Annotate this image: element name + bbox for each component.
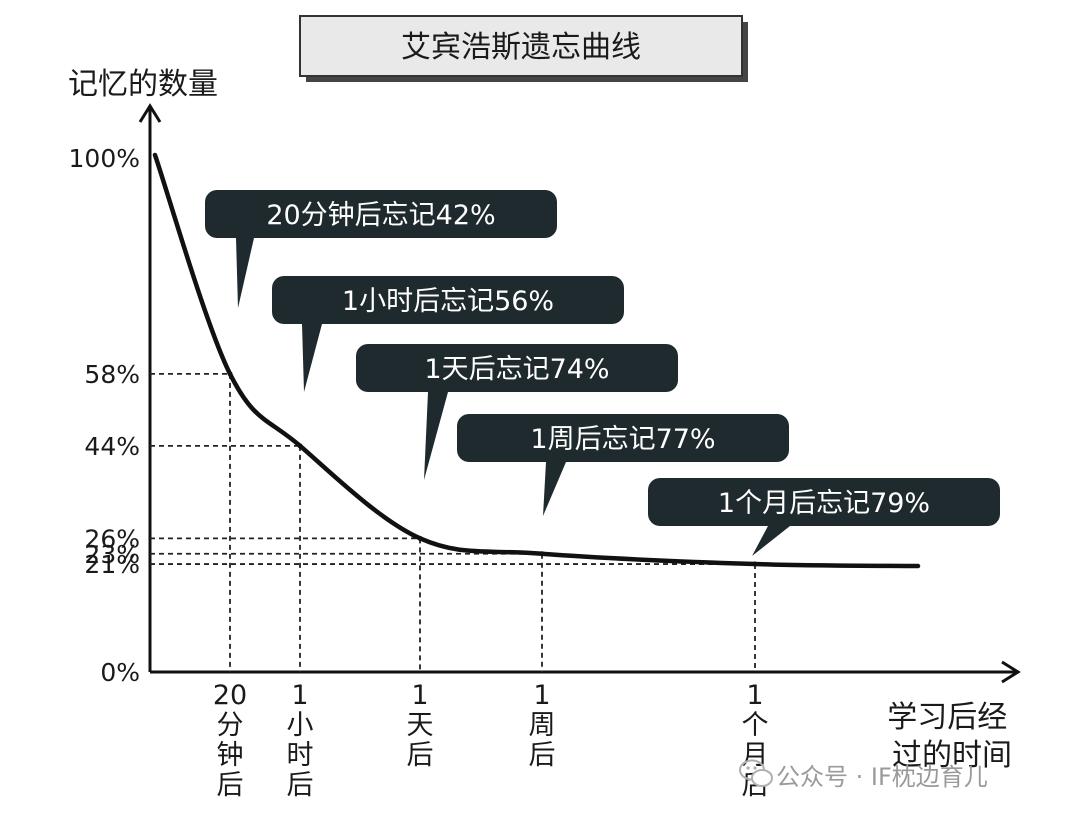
annotation-bubble: 20分钟后忘记42% [205, 190, 557, 308]
x-tick-label: 20 分钟后 [213, 680, 247, 801]
bubble-pointer [752, 526, 790, 556]
bubble-label: 1个月后忘记79% [718, 488, 930, 519]
annotation-bubble: 1个月后忘记79% [648, 478, 1000, 556]
wechat-icon [739, 759, 773, 787]
x-tick-label-line: 个 [742, 710, 769, 741]
y-axis-label: 记忆的数量 [68, 67, 218, 102]
x-tick-label-line: 分 [217, 710, 244, 741]
bubble-box [205, 190, 557, 238]
bubble-box [457, 414, 789, 462]
y-tick-label: 26% [84, 524, 140, 553]
x-tick-label-line: 周 [529, 710, 556, 741]
annotation-bubble: 1小时后忘记56% [272, 276, 624, 392]
x-tick-label-line: 后 [217, 770, 244, 801]
bubble-label: 1周后忘记77% [530, 424, 715, 455]
bubble-label: 20分钟后忘记42% [266, 200, 495, 231]
x-axis-arrow [1001, 660, 1021, 684]
bubble-pointer [424, 392, 448, 480]
x-axis-label: 学习后经 过的时间 [887, 700, 1017, 773]
y-tick-label: 44% [84, 432, 140, 461]
y-tick-label: 0% [100, 658, 140, 687]
guide-lines [150, 372, 756, 672]
annotation-bubble: 1天后忘记74% [356, 344, 678, 480]
y-tick-label: 100% [69, 144, 140, 173]
x-tick-label: 1 个月后 [742, 680, 769, 801]
x-tick-label-line: 时 [287, 740, 314, 771]
y-tick-label: 58% [84, 360, 140, 389]
x-axis-label-line-1: 学习后经 [887, 700, 1007, 735]
chart-title: 艾宾浩斯遗忘曲线 [401, 30, 641, 65]
bubble-box [648, 478, 1000, 526]
x-tick-label-line: 月 [742, 740, 769, 771]
annotation-bubble: 1周后忘记77% [457, 414, 789, 516]
chart-title-box: 艾宾浩斯遗忘曲线 [299, 15, 748, 82]
x-axis-label-line-2: 过的时间 [892, 738, 1012, 773]
bubble-label: 1天后忘记74% [424, 354, 609, 385]
x-tick-label-line: 天 [407, 710, 434, 741]
x-tick-label-line: 1 [291, 680, 308, 711]
bubble-pointer [543, 462, 566, 516]
watermark-text: 公众号 · IF枕边育儿 [776, 763, 988, 791]
y-tick-label: 23% [84, 540, 140, 569]
bubble-label: 1小时后忘记56% [342, 286, 554, 317]
x-tick-label-line: 后 [287, 770, 314, 801]
x-tick-label: 1 小时后 [287, 680, 314, 801]
data-point [297, 443, 303, 449]
data-point [227, 371, 233, 377]
x-tick-label: 1 天后 [407, 680, 434, 771]
y-tick-label: 21% [84, 550, 140, 579]
bubble-pointer [302, 324, 322, 392]
x-tick-label-line: 1 [411, 680, 428, 711]
x-tick-label-line: 后 [529, 740, 556, 771]
x-tick-label: 1 周后 [529, 680, 556, 771]
bubble-box [356, 344, 678, 392]
watermark: 公众号 · IF枕边育儿 [739, 759, 988, 791]
data-point [417, 535, 423, 541]
bubble-pointer [236, 238, 254, 308]
curve-layer [152, 152, 921, 569]
data-point [752, 561, 758, 567]
x-tick-label-line: 钟 [217, 740, 244, 771]
x-tick-label-line: 1 [746, 680, 763, 711]
x-tick-label-line: 后 [407, 740, 434, 771]
y-axis-arrow [138, 103, 162, 123]
axes [138, 103, 1021, 684]
x-tick-label-line: 1 [533, 680, 550, 711]
annotation-bubbles: 20分钟后忘记42% 1小时后忘记56% 1天后忘记74% 1周后忘记77% 1个月后忘… [205, 190, 1000, 556]
y-tick-labels: 0% 21%23%26% 44% 58% 100% [69, 144, 140, 687]
data-point [539, 551, 545, 557]
x-tick-label-line: 小 [287, 710, 314, 741]
bubble-box [272, 276, 624, 324]
x-tick-label-line: 20 [213, 680, 247, 711]
